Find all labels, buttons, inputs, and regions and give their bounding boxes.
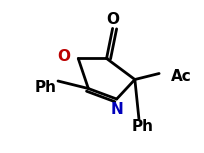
Text: O: O	[106, 12, 119, 27]
Text: O: O	[57, 49, 70, 64]
Text: Ph: Ph	[131, 119, 153, 134]
Text: Ac: Ac	[170, 69, 191, 84]
Text: Ph: Ph	[35, 80, 57, 95]
Text: N: N	[110, 102, 122, 117]
